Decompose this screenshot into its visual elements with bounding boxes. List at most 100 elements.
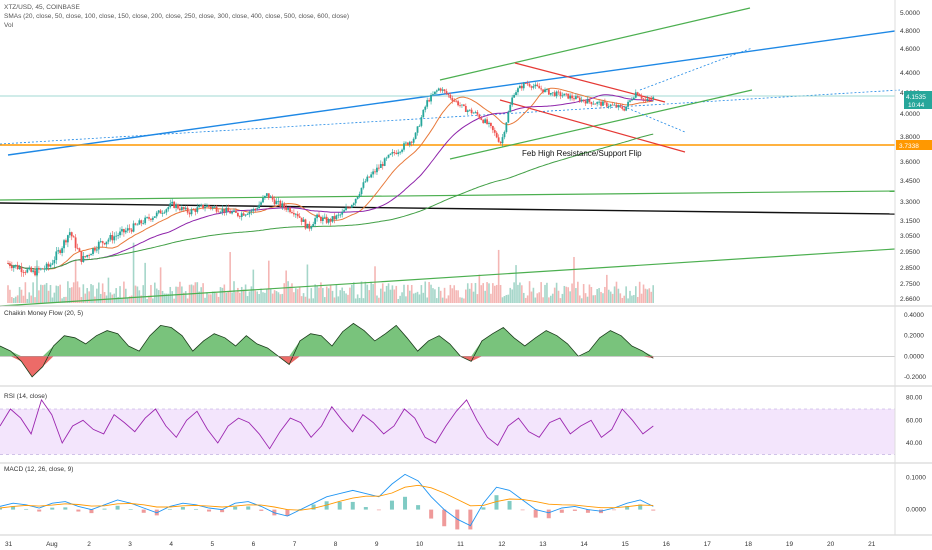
macd-pane[interactable] <box>0 473 656 530</box>
candle-body <box>306 223 309 229</box>
volume-bar <box>465 289 467 303</box>
volume-bar <box>493 285 496 303</box>
cmf-tick-label: 0.0000 <box>904 353 924 360</box>
candle-body <box>169 203 172 208</box>
candle-body <box>434 91 436 95</box>
candle-body <box>84 256 87 257</box>
candle-body <box>337 214 340 216</box>
macd-histogram-bar <box>11 506 16 510</box>
candle-body <box>376 167 378 173</box>
volume-bar <box>594 295 597 303</box>
volume-bar <box>472 291 475 303</box>
volume-bar <box>385 285 388 303</box>
volume-bar <box>534 297 537 303</box>
volume-bar <box>362 298 365 303</box>
candle-body <box>551 92 554 94</box>
volume-bar <box>414 292 417 303</box>
price-tick-label: 3.4500 <box>900 178 920 185</box>
volume-bar <box>163 293 166 303</box>
price-tick-label: 4.0000 <box>900 111 920 118</box>
candle-body <box>265 193 268 196</box>
volume-bar <box>507 294 510 303</box>
volume-bar <box>631 295 633 303</box>
price-pane[interactable] <box>0 7 901 307</box>
volume-bar <box>430 284 432 303</box>
candle-body <box>55 251 58 261</box>
candle-body <box>161 212 164 214</box>
volume-bar <box>165 293 168 303</box>
candle-body <box>634 92 637 98</box>
candle-body <box>72 236 75 238</box>
candle-body <box>28 267 31 270</box>
volume-bar <box>310 288 313 303</box>
volume-bar <box>28 292 31 303</box>
volume-bar <box>492 283 494 303</box>
volume-bar <box>546 282 548 303</box>
candle-body <box>289 208 291 213</box>
volume-bar <box>92 285 94 303</box>
candle-body <box>287 208 289 210</box>
candle-body <box>447 93 450 95</box>
volume-bar <box>648 288 651 303</box>
candle-body <box>267 193 270 198</box>
volume-bar <box>381 283 384 303</box>
volume-bar <box>264 292 266 303</box>
volume-bar <box>125 288 127 303</box>
volume-bar <box>370 281 372 303</box>
volume-bar <box>225 292 228 303</box>
volume-bar <box>447 295 450 303</box>
red-channel-lower <box>499 99 686 153</box>
candle-body <box>646 98 649 101</box>
candle-body <box>466 110 469 112</box>
candle-body <box>424 106 427 110</box>
candle-body <box>151 217 154 220</box>
candle-body <box>617 105 620 108</box>
candle-body <box>47 263 50 267</box>
volume-bar <box>401 292 403 303</box>
candle-body <box>349 207 351 209</box>
candle-body <box>49 264 52 267</box>
macd-histogram-bar <box>429 509 434 519</box>
volume-bar <box>428 281 430 303</box>
candle-body <box>233 210 235 212</box>
rsi-pane[interactable] <box>0 398 895 455</box>
cmf-pane[interactable] <box>0 322 895 378</box>
candle-body <box>200 204 203 206</box>
candle-body <box>474 112 477 113</box>
volume-bar <box>306 264 309 303</box>
volume-bar <box>391 285 394 303</box>
candle-body <box>461 104 463 106</box>
volume-bar <box>320 282 322 303</box>
candle-body <box>117 235 120 236</box>
volume-bar <box>542 297 544 303</box>
macd-title: MACD (12, 26, close, 9) <box>4 466 73 473</box>
volume-bar <box>182 292 185 303</box>
candle-body <box>94 248 96 251</box>
volume-bar <box>217 296 220 303</box>
volume-bar <box>463 298 465 303</box>
current-price-tag: 4.1535 10:44 <box>904 91 932 109</box>
volume-bar <box>515 265 517 303</box>
candle-body <box>148 217 150 219</box>
candle-body <box>594 103 597 105</box>
macd-histogram-bar <box>37 509 42 512</box>
volume-bar <box>609 291 612 303</box>
volume-bar <box>90 284 92 303</box>
volume-bar <box>617 288 620 303</box>
volume-bar <box>457 290 459 303</box>
cmf-tick-label: 0.4000 <box>904 312 924 319</box>
volume-bar <box>204 297 206 303</box>
volume-bar <box>420 285 423 303</box>
candle-body <box>325 216 328 223</box>
candle-body <box>509 104 512 113</box>
candle-body <box>41 268 44 270</box>
candle-body <box>182 207 185 210</box>
candle-body <box>611 104 614 106</box>
candle-body <box>586 99 589 104</box>
macd-histogram-bar <box>50 507 55 510</box>
macd-histogram-bar <box>180 507 185 510</box>
time-tick-label: 21 <box>868 541 876 548</box>
candle-body <box>476 112 479 115</box>
volume-bar <box>277 292 280 303</box>
